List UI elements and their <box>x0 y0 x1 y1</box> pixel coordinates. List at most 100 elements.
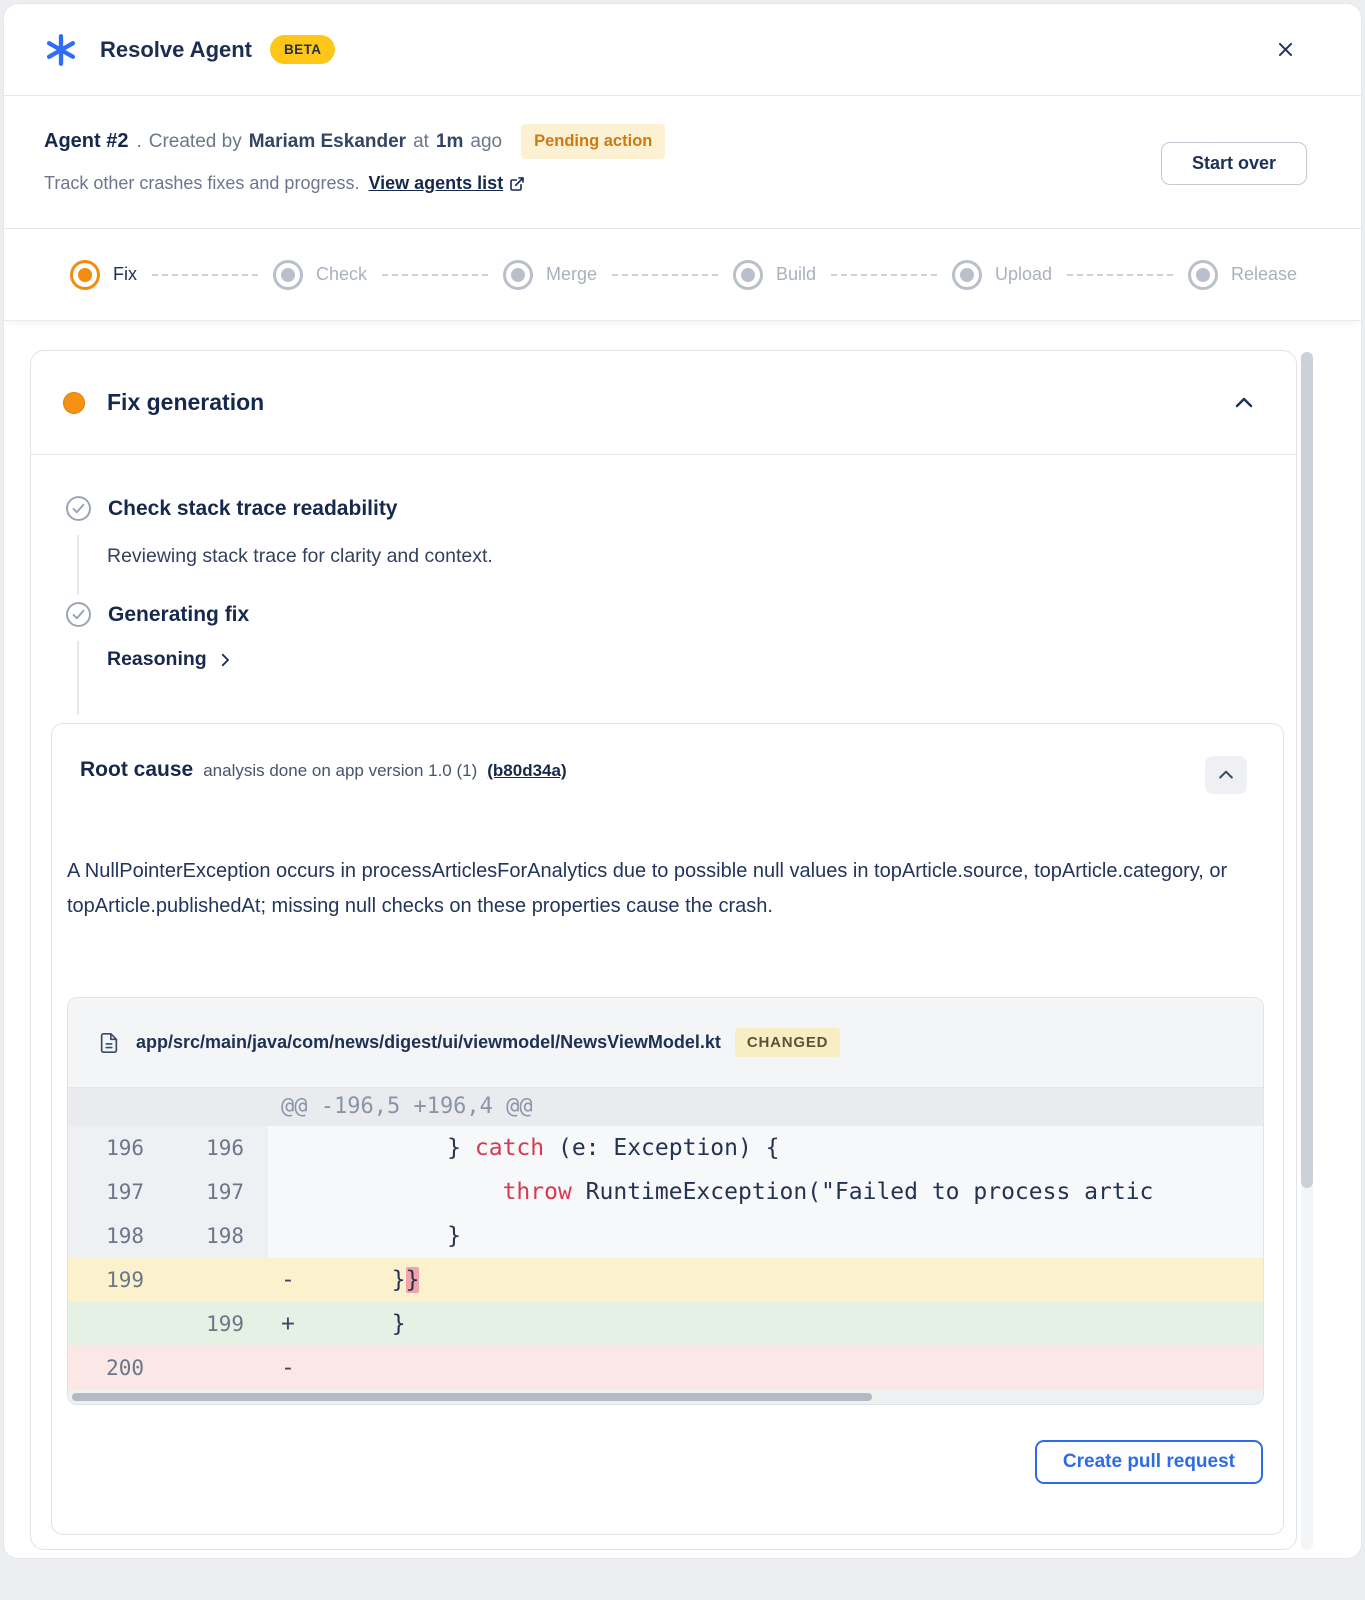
file-icon <box>98 1031 120 1055</box>
panel-title: Resolve Agent <box>100 36 253 62</box>
line-number-new <box>168 1258 268 1302</box>
step-connector <box>1067 273 1173 276</box>
created-by-text: Created by <box>148 130 242 152</box>
line-number-old: 196 <box>68 1126 168 1170</box>
fix-generation-header: Fix generation <box>31 351 1296 455</box>
diff-code: + } <box>281 1311 406 1337</box>
step-release[interactable]: Release <box>1187 259 1298 290</box>
step-connector <box>831 273 937 276</box>
reasoning-toggle[interactable]: Reasoning <box>107 648 234 671</box>
vertical-scrollbar[interactable] <box>1301 352 1313 1550</box>
create-pull-request-button[interactable]: Create pull request <box>1034 1440 1263 1484</box>
substep-title: Generating fix <box>108 602 250 626</box>
external-link-icon <box>509 176 525 192</box>
root-cause-subtitle: analysis done on app version 1.0 (1) <box>203 761 478 780</box>
step-upload-label: Upload <box>994 264 1053 284</box>
at-text: at <box>413 130 429 152</box>
agent-subtitle-line: Track other crashes fixes and progress. … <box>44 173 1361 194</box>
line-number-old: 199 <box>106 1268 144 1292</box>
step-upload[interactable]: Upload <box>951 259 1053 290</box>
diff-hunk-header: @@ -196,5 +196,4 @@ <box>68 1088 1263 1126</box>
check-circle-icon <box>65 601 92 628</box>
resolve-agent-logo-icon <box>44 33 78 67</box>
collapse-fix-generation-button[interactable] <box>1228 387 1260 419</box>
step-merge[interactable]: Merge <box>502 259 597 290</box>
line-number-old <box>68 1302 168 1346</box>
agent-created-time: 1m <box>435 130 464 152</box>
diff-row-removed: 200 - <box>68 1346 1263 1390</box>
agent-author: Mariam Eskander <box>248 130 407 152</box>
diff-row: 196 196 } catch (e: Exception) { <box>68 1126 1263 1170</box>
reasoning-label: Reasoning <box>107 648 207 670</box>
agent-summary: Agent #2 . Created by Mariam Eskander at… <box>4 96 1361 229</box>
horizontal-scrollbar[interactable] <box>68 1390 1263 1404</box>
step-build-label: Build <box>775 264 816 284</box>
beta-badge: BETA <box>270 35 336 64</box>
line-number-new <box>168 1346 268 1390</box>
view-agents-link-label: View agents list <box>368 173 504 193</box>
close-icon <box>1276 40 1295 59</box>
line-number-new: 197 <box>168 1170 268 1214</box>
view-agents-link[interactable]: View agents list <box>368 173 525 194</box>
agent-name: Agent #2 <box>44 130 129 152</box>
step-upload-dot-icon <box>951 259 982 290</box>
check-circle-icon <box>65 495 92 522</box>
chevron-up-icon <box>1232 391 1256 415</box>
horizontal-scrollbar-thumb[interactable] <box>72 1393 872 1401</box>
step-build-dot-icon <box>732 259 763 290</box>
chevron-right-icon <box>216 651 234 669</box>
line-number-new: 199 <box>206 1312 244 1336</box>
root-cause-header: Root cause analysis done on app version … <box>80 758 567 782</box>
root-cause-title: Root cause <box>80 758 194 781</box>
diff-code: } <box>268 1214 1263 1258</box>
substep-title: Check stack trace readability <box>108 496 398 520</box>
line-number-old: 198 <box>68 1214 168 1258</box>
diff-row-modified: 199 - }} <box>68 1258 1263 1302</box>
start-over-button[interactable]: Start over <box>1160 142 1307 185</box>
vertical-scrollbar-thumb[interactable] <box>1301 352 1313 1188</box>
agent-title-line: Agent #2 . Created by Mariam Eskander at… <box>44 124 1361 159</box>
step-build[interactable]: Build <box>732 259 816 290</box>
diff-code: - <box>281 1355 295 1381</box>
chevron-up-icon <box>1216 765 1236 785</box>
diff-code: throw RuntimeException("Failed to proces… <box>268 1170 1263 1214</box>
diff-file-path: app/src/main/java/com/news/digest/ui/vie… <box>136 1032 721 1052</box>
active-stage-dot-icon <box>63 391 85 414</box>
diff-code: - }} <box>281 1267 420 1293</box>
close-button[interactable] <box>1270 34 1301 65</box>
changed-badge: CHANGED <box>734 1028 841 1057</box>
step-connector <box>382 273 488 276</box>
resolve-agent-panel: Resolve Agent BETA Agent #2 . Created by… <box>4 4 1361 1558</box>
step-timeline-line <box>77 535 79 595</box>
step-release-label: Release <box>1230 264 1298 284</box>
diff-code: } catch (e: Exception) { <box>268 1126 1263 1170</box>
line-number-new: 198 <box>168 1214 268 1258</box>
step-check[interactable]: Check <box>272 259 367 290</box>
fix-generation-card: Fix generation Check stack trace readabi… <box>30 350 1297 1550</box>
step-merge-label: Merge <box>545 264 597 284</box>
diff-row-added: 199 + } <box>68 1302 1263 1346</box>
status-badge: Pending action <box>521 124 666 159</box>
diff-row: 198 198 } <box>68 1214 1263 1258</box>
ago-text: ago <box>470 130 503 152</box>
step-release-dot-icon <box>1187 259 1218 290</box>
substep-check-stack-trace: Check stack trace readability <box>65 495 398 522</box>
panel-content: Fix generation Check stack trace readabi… <box>4 321 1361 1558</box>
diff-file-header: app/src/main/java/com/news/digest/ui/vie… <box>68 998 1263 1088</box>
step-fix-dot-icon <box>70 259 100 290</box>
step-fix[interactable]: Fix <box>70 259 137 290</box>
root-cause-description: A NullPointerException occurs in process… <box>67 860 1228 917</box>
collapse-root-cause-button[interactable] <box>1205 756 1247 794</box>
substep-generating-fix: Generating fix <box>65 601 249 628</box>
step-connector <box>612 273 718 276</box>
line-number-old: 197 <box>68 1170 168 1214</box>
step-connector <box>152 273 258 276</box>
panel-header: Resolve Agent BETA <box>4 4 1361 96</box>
pipeline-stepper: Fix Check Merge Build Upload Release <box>4 229 1361 321</box>
commit-link[interactable]: (b80d34a) <box>487 761 567 780</box>
removed-char-highlight: } <box>405 1267 420 1293</box>
line-number-old: 200 <box>106 1356 144 1380</box>
root-cause-card: Root cause analysis done on app version … <box>51 723 1284 1535</box>
agent-tagline: Track other crashes fixes and progress. <box>44 173 360 193</box>
step-check-dot-icon <box>272 259 303 290</box>
